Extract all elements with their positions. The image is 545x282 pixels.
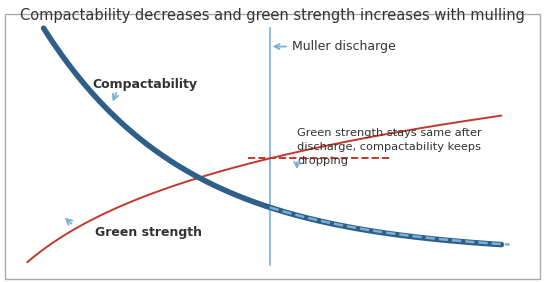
Text: Muller discharge: Muller discharge xyxy=(275,40,395,53)
Text: Compactability decreases and green strength increases with mulling: Compactability decreases and green stren… xyxy=(20,8,525,23)
Text: Green strength: Green strength xyxy=(95,226,202,239)
Text: Green strength stays same after
discharge, compactability keeps
dropping: Green strength stays same after discharg… xyxy=(297,128,482,166)
Text: Compactability: Compactability xyxy=(93,78,198,91)
